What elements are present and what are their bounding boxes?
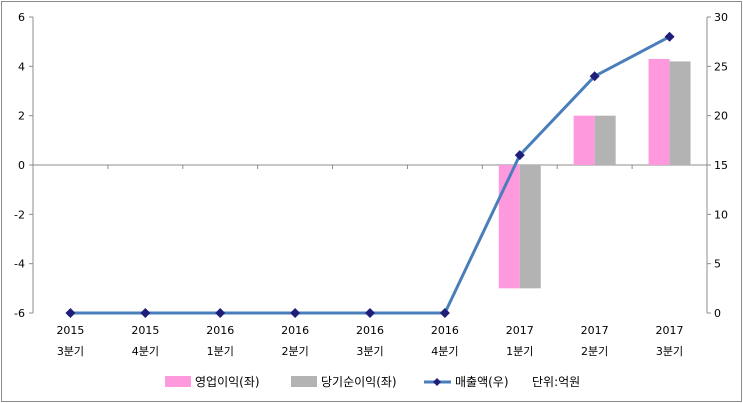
y-right-tick-label: 15 <box>714 159 728 172</box>
chart-bars <box>498 58 691 289</box>
y-left-tick-label: -6 <box>14 307 25 320</box>
y-right-tick-label: 5 <box>714 258 721 271</box>
x-tick-label-quarter: 1분기 <box>207 345 234 358</box>
revenue-point-marker <box>140 308 151 318</box>
x-tick-label-quarter: 2분기 <box>581 345 608 358</box>
y-left-tick-label: -2 <box>14 208 25 221</box>
revenue-point-marker <box>365 308 375 318</box>
revenue-point-marker <box>439 308 450 318</box>
revenue-point-marker <box>65 308 76 318</box>
y-right-tick-label: 20 <box>714 110 728 123</box>
series-line-revenue <box>70 35 671 315</box>
x-tick-label-quarter: 4분기 <box>431 345 458 358</box>
y-left-tick-label: 0 <box>18 159 25 172</box>
chart-legend: 영업이익(좌) 당기순이익(좌) 매출액(우) 단위:억원 <box>165 375 580 389</box>
bar-operating-profit <box>498 165 520 289</box>
revenue-point-marker <box>290 308 301 318</box>
x-tick-label-year: 2016 <box>281 324 309 337</box>
y-left-tick-label: 2 <box>18 110 25 123</box>
legend-swatch-revenue-marker <box>433 378 441 386</box>
chart-line <box>65 31 675 318</box>
legend-swatch-operating-profit <box>165 376 191 387</box>
x-tick-label-quarter: 3분기 <box>356 345 383 358</box>
x-tick-label-quarter: 3분기 <box>656 345 683 358</box>
x-tick-label-year: 2017 <box>506 324 534 337</box>
revenue-point-marker <box>589 71 600 82</box>
y-left-tick-label: 6 <box>18 11 25 24</box>
x-tick-label-year: 2016 <box>356 324 384 337</box>
x-tick-label-quarter: 1분기 <box>506 345 533 358</box>
x-axis-labels: 2015 3분기 2015 4분기 2016 1분기 2016 2분기 2016 3분기 2016 4… <box>56 324 683 358</box>
y-right-tick-label: 30 <box>714 11 728 24</box>
chart-axes: -6 -4 -2 0 2 4 6 0 5 10 15 20 25 30 <box>14 11 728 320</box>
revenue-point-marker <box>514 150 525 161</box>
y-left-tick-label: -4 <box>14 258 25 271</box>
y-right-tick-label: 0 <box>714 307 721 320</box>
x-tick-label-year: 2016 <box>431 324 459 337</box>
legend-label-revenue: 매출액(우) <box>455 375 509 389</box>
x-tick-label-year: 2017 <box>656 324 684 337</box>
bar-net-income <box>519 165 541 289</box>
legend-label-operating-profit: 영업이익(좌) <box>195 375 260 389</box>
x-tick-label-year: 2017 <box>581 324 609 337</box>
x-tick-label-quarter: 4분기 <box>132 345 159 358</box>
bar-operating-profit <box>648 58 670 165</box>
x-tick-label-year: 2015 <box>131 324 159 337</box>
legend-label-net-income: 당기순이익(좌) <box>321 375 397 389</box>
y-left-tick-label: 4 <box>18 60 25 73</box>
revenue-point-marker <box>664 31 675 42</box>
x-tick-label-quarter: 3분기 <box>57 345 84 358</box>
x-tick-label-year: 2015 <box>56 324 84 337</box>
unit-note: 단위:억원 <box>532 375 580 389</box>
revenue-point-marker <box>215 308 226 318</box>
x-tick-label-year: 2016 <box>206 324 234 337</box>
y-right-tick-label: 10 <box>714 208 728 221</box>
bar-net-income <box>669 61 691 165</box>
bar-operating-profit <box>573 115 595 165</box>
bar-net-income <box>594 115 616 165</box>
y-right-tick-label: 25 <box>714 60 728 73</box>
x-tick-label-quarter: 2분기 <box>281 345 308 358</box>
legend-swatch-net-income <box>291 376 317 387</box>
